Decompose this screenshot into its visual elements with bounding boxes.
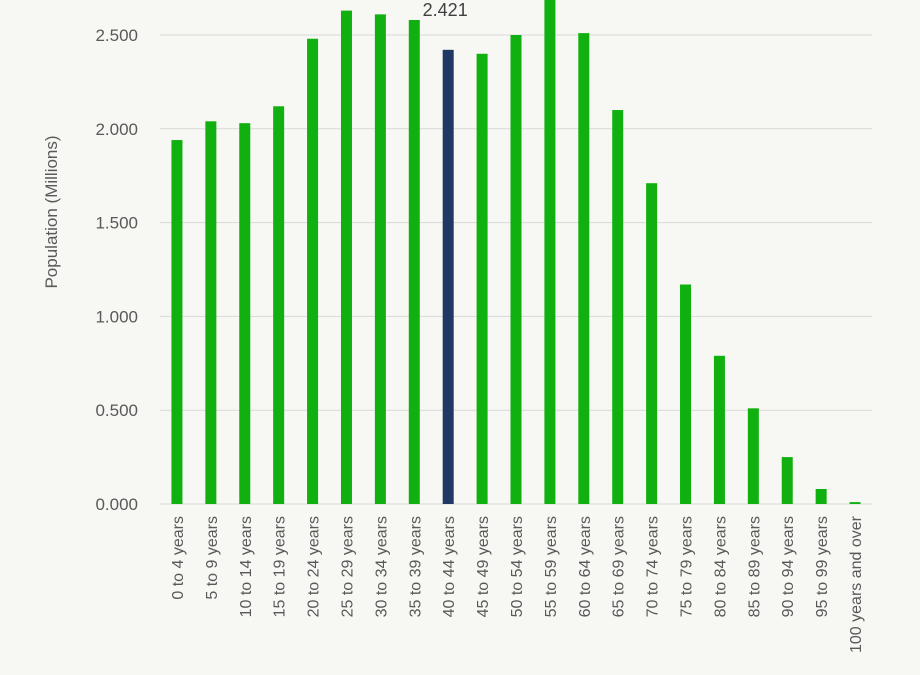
bar xyxy=(680,284,692,504)
y-axis-ticks: 0.000 0.500 1.000 1.500 2.000 2.500 xyxy=(95,26,138,514)
x-category-label: 100 years and over xyxy=(848,515,865,653)
bar xyxy=(612,110,624,504)
bar xyxy=(544,0,556,504)
x-category-label: 85 to 89 years xyxy=(746,516,763,617)
x-category-label: 5 to 9 years xyxy=(204,516,221,600)
bar xyxy=(239,123,251,504)
bar xyxy=(273,106,285,505)
x-category-label: 45 to 49 years xyxy=(475,516,492,617)
bar xyxy=(713,355,725,504)
x-category-label: 80 to 84 years xyxy=(712,516,729,617)
bar xyxy=(578,33,590,505)
bar xyxy=(205,121,217,505)
y-tick-label: 0.500 xyxy=(95,401,138,420)
x-category-label: 50 to 54 years xyxy=(509,516,526,617)
x-category-label: 75 to 79 years xyxy=(679,516,696,617)
bar xyxy=(171,140,183,504)
x-category-label: 15 to 19 years xyxy=(272,516,289,617)
x-category-label: 10 to 14 years xyxy=(238,516,255,617)
bars xyxy=(171,0,861,505)
y-axis-title: Population (Millions) xyxy=(42,135,61,288)
bar xyxy=(815,488,827,504)
bar xyxy=(476,53,488,504)
y-tick-label: 2.500 xyxy=(95,26,138,45)
bar xyxy=(442,49,454,504)
x-category-label: 55 to 59 years xyxy=(543,516,560,617)
x-category-label: 0 to 4 years xyxy=(170,516,187,600)
bar xyxy=(307,38,319,504)
x-category-label: 70 to 74 years xyxy=(645,516,662,617)
bar xyxy=(781,457,793,504)
x-category-label: 60 to 64 years xyxy=(577,516,594,617)
bar xyxy=(510,35,522,504)
bar xyxy=(374,14,386,504)
y-tick-label: 1.000 xyxy=(95,307,138,326)
bar xyxy=(340,10,352,505)
x-category-label: 40 to 44 years xyxy=(441,516,458,617)
data-label: 2.421 xyxy=(423,0,468,20)
x-category-label: 20 to 24 years xyxy=(306,516,323,617)
bar xyxy=(747,408,759,504)
data-labels: 2.421 xyxy=(423,0,468,20)
bar xyxy=(849,502,861,504)
x-category-label: 95 to 99 years xyxy=(814,516,831,617)
x-category-label: 30 to 34 years xyxy=(373,516,390,617)
x-category-label: 65 to 69 years xyxy=(611,516,628,617)
y-tick-label: 2.000 xyxy=(95,120,138,139)
bar xyxy=(408,19,420,504)
y-tick-label: 1.500 xyxy=(95,214,138,233)
bar xyxy=(646,183,658,505)
y-tick-label: 0.000 xyxy=(95,495,138,514)
x-category-label: 90 to 94 years xyxy=(780,516,797,617)
x-category-label: 35 to 39 years xyxy=(407,516,424,617)
x-category-label: 25 to 29 years xyxy=(339,516,356,617)
x-axis-categories: 0 to 4 years 5 to 9 years 10 to 14 years 15… xyxy=(170,515,865,653)
